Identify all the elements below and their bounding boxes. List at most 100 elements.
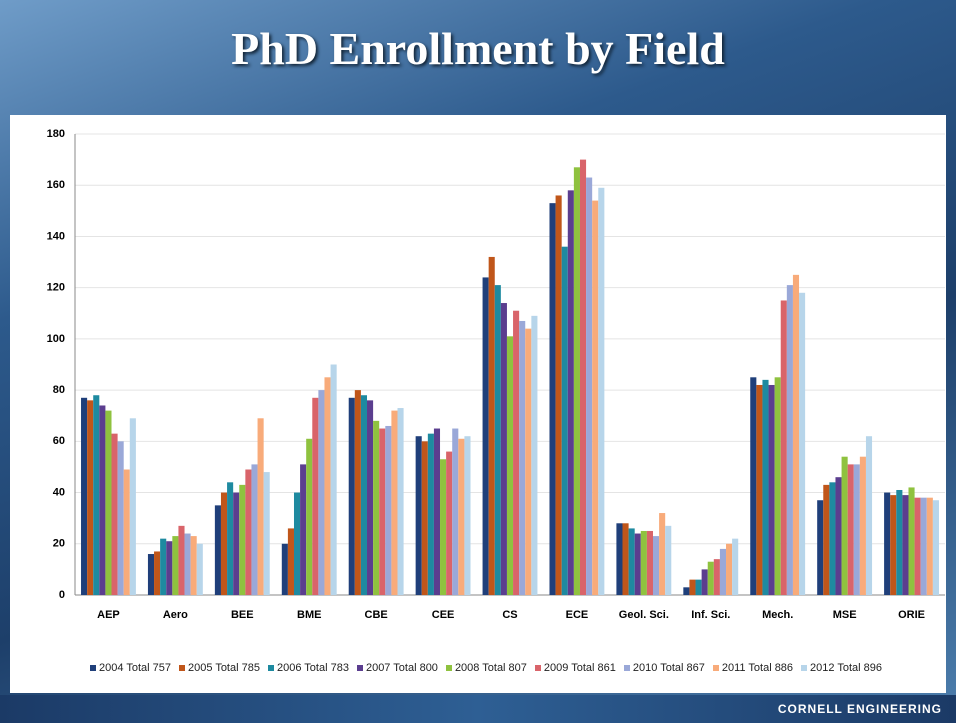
legend-item: 2005 Total 785: [178, 662, 260, 674]
bar: [908, 487, 915, 595]
bar: [263, 472, 270, 595]
x-tick-label: Inf. Sci.: [691, 609, 730, 621]
bar: [841, 456, 848, 595]
legend-label: 2011 Total 886: [721, 662, 794, 674]
bar: [598, 187, 605, 596]
bar: [178, 525, 185, 595]
bar: [99, 405, 106, 595]
legend-item: 2012 Total 896: [801, 662, 882, 674]
bar: [689, 579, 696, 595]
y-tick-label: 120: [47, 282, 65, 294]
bar: [829, 482, 836, 595]
y-tick-label: 100: [47, 333, 65, 345]
bar: [196, 543, 203, 595]
legend-swatch: [534, 665, 541, 671]
bar: [762, 379, 769, 595]
x-tick-label: ORIE: [898, 609, 925, 621]
bar: [160, 538, 167, 595]
bar: [932, 500, 939, 595]
bar: [117, 441, 124, 595]
bar: [926, 497, 933, 595]
bar: [300, 464, 307, 595]
bar: [780, 300, 787, 595]
legend-swatch: [623, 665, 630, 671]
bar: [105, 410, 112, 595]
bar: [111, 433, 118, 595]
legend-label: 2007 Total 800: [365, 662, 438, 674]
bar: [482, 277, 489, 595]
bar: [172, 536, 179, 595]
bar: [622, 523, 629, 595]
bar: [293, 492, 301, 595]
bar: [287, 528, 294, 595]
bar: [902, 495, 909, 595]
bar: [646, 530, 653, 595]
bar: [774, 377, 781, 595]
bar: [220, 492, 228, 595]
y-tick-label: 0: [59, 589, 65, 601]
bar: [154, 551, 161, 595]
legend-swatch: [356, 665, 363, 671]
legend-item: 2007 Total 800: [356, 662, 438, 674]
legend-item: 2004 Total 757: [90, 662, 171, 674]
legend-label: 2009 Total 861: [543, 662, 616, 674]
bar: [312, 397, 319, 595]
x-tick-label: CS: [502, 609, 517, 621]
bar: [719, 548, 727, 595]
bar: [239, 484, 246, 595]
legend-label: 2008 Total 807: [454, 662, 527, 674]
x-tick-label: MSE: [833, 609, 857, 621]
legend-label: 2004 Total 757: [99, 662, 171, 674]
bar: [251, 464, 258, 595]
bar: [87, 400, 94, 595]
bar: [853, 464, 860, 595]
bar: [440, 459, 447, 595]
bar: [324, 377, 331, 595]
bar: [713, 559, 720, 595]
bar: [415, 436, 422, 595]
bar: [695, 579, 702, 595]
y-tick-label: 140: [47, 230, 65, 242]
bar: [373, 420, 380, 595]
y-tick-label: 20: [53, 538, 65, 550]
legend-label: 2010 Total 867: [632, 662, 705, 674]
bar: [817, 500, 824, 595]
y-tick-label: 40: [53, 486, 65, 498]
legend-swatch: [801, 665, 808, 671]
bar: [586, 177, 593, 596]
bar: [281, 543, 288, 595]
bar: [488, 256, 495, 595]
bar: [531, 315, 538, 595]
bar: [884, 492, 891, 595]
bar: [379, 428, 386, 595]
x-tick-label: Aero: [163, 609, 188, 621]
bar: [561, 246, 568, 595]
bar: [306, 438, 313, 595]
legend-swatch: [90, 665, 96, 671]
bar: [707, 561, 714, 595]
bar: [129, 418, 136, 595]
y-tick-label: 80: [53, 384, 65, 396]
y-tick-label: 60: [53, 435, 65, 447]
bar: [896, 489, 903, 595]
legend-label: 2005 Total 785: [187, 662, 260, 674]
bar: [354, 390, 361, 595]
bar: [421, 441, 428, 595]
bar: [391, 410, 398, 595]
footer-text: CORNELL ENGINEERING: [777, 702, 942, 716]
bar: [847, 464, 854, 595]
x-tick-label: AEP: [97, 609, 120, 621]
bar: [519, 320, 526, 595]
bar: [506, 336, 514, 595]
bar: [494, 285, 501, 595]
y-tick-label: 180: [47, 128, 65, 140]
legend-item: 2009 Total 861: [534, 662, 616, 674]
bar: [732, 538, 739, 595]
bar: [190, 536, 197, 595]
x-tick-label: Geol. Sci.: [619, 609, 669, 621]
bar: [452, 428, 459, 595]
legend: 2004 Total 757 2005 Total 785 2006 Total 7…: [90, 662, 946, 674]
legend-label: 2006 Total 783: [276, 662, 349, 674]
bar: [464, 436, 471, 595]
